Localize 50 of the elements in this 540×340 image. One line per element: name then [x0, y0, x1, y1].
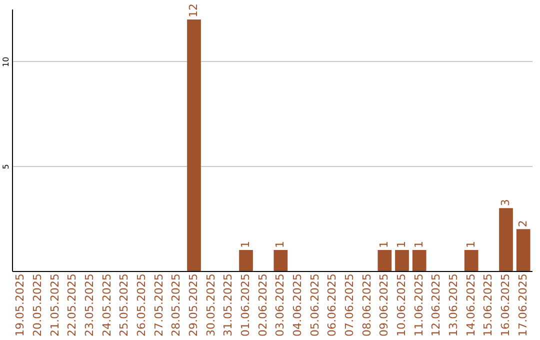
x-tick-label: 28.05.2025	[170, 274, 183, 336]
data-label: 1	[239, 241, 252, 248]
x-tick-label: 27.05.2025	[152, 274, 166, 336]
x-tick-label: 24.05.2025	[100, 274, 114, 336]
x-tick-label: 16.06.2025	[499, 274, 512, 336]
x-tick-label: 02.06.2025	[256, 274, 270, 336]
bar	[274, 250, 288, 271]
x-tick-label: 07.06.2025	[343, 274, 356, 336]
y-tick-label: 10	[2, 56, 10, 67]
x-tick-label: 08.06.2025	[360, 274, 374, 336]
x-tick-label: 09.06.2025	[378, 274, 391, 336]
x-tick-label: 23.05.2025	[83, 274, 96, 336]
y-tick-label: 5	[2, 164, 10, 170]
bar	[516, 229, 530, 271]
bar	[239, 250, 253, 271]
data-label: 1	[378, 241, 391, 248]
x-tick-label: 21.05.2025	[48, 274, 62, 336]
x-tick-label: 19.05.2025	[14, 274, 27, 336]
x-tick-label: 15.06.2025	[482, 274, 495, 336]
bar	[412, 250, 426, 271]
bar	[395, 250, 409, 271]
x-tick-label: 30.05.2025	[204, 274, 218, 336]
bar	[187, 19, 201, 271]
x-tick-label: 26.05.2025	[135, 274, 148, 336]
x-tick-label: 11.06.2025	[412, 274, 426, 336]
x-tick-label: 14.06.2025	[464, 274, 478, 336]
x-tick-label: 06.06.2025	[326, 274, 339, 336]
data-label: 1	[274, 241, 287, 248]
x-tick-label: 22.05.2025	[66, 274, 79, 336]
x-tick-label: 25.05.2025	[118, 274, 131, 336]
bar	[464, 250, 478, 271]
x-tick-label: 13.06.2025	[447, 274, 460, 336]
bar	[499, 208, 513, 271]
x-tick-label: 12.06.2025	[430, 274, 443, 336]
x-tick-label: 31.05.2025	[222, 274, 235, 336]
x-tick-label: 29.05.2025	[187, 274, 200, 336]
x-tick-label: 20.05.2025	[31, 274, 44, 336]
data-label: 12	[187, 3, 200, 18]
x-tick-label: 17.06.2025	[516, 274, 530, 336]
x-tick-label: 05.06.2025	[308, 274, 322, 336]
data-label: 3	[499, 199, 512, 206]
data-label: 1	[412, 241, 426, 248]
x-tick-label: 10.06.2025	[395, 274, 408, 336]
data-label: 1	[464, 241, 478, 248]
x-tick-label: 04.06.2025	[291, 274, 304, 336]
x-tick-label: 03.06.2025	[274, 274, 287, 336]
data-label: 2	[516, 220, 530, 228]
data-label: 1	[395, 241, 408, 248]
x-tick-label: 01.06.2025	[239, 274, 252, 336]
bar	[378, 250, 392, 271]
